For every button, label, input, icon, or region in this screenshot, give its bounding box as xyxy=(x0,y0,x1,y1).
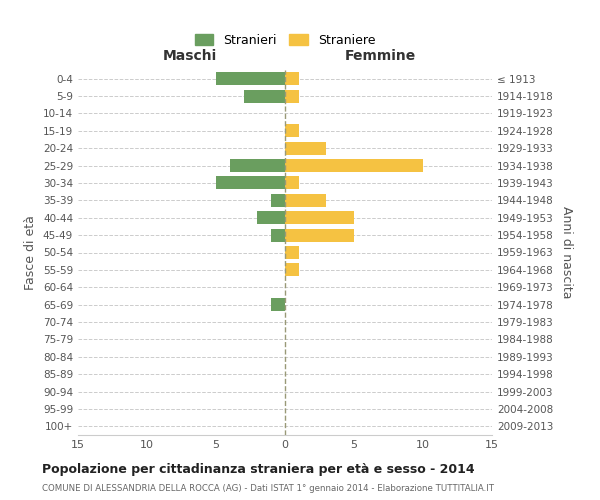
Bar xyxy=(285,211,354,224)
Bar xyxy=(285,142,326,154)
Y-axis label: Anni di nascita: Anni di nascita xyxy=(560,206,573,298)
Legend: Stranieri, Straniere: Stranieri, Straniere xyxy=(190,29,380,52)
Text: COMUNE DI ALESSANDRIA DELLA ROCCA (AG) - Dati ISTAT 1° gennaio 2014 - Elaborazio: COMUNE DI ALESSANDRIA DELLA ROCCA (AG) -… xyxy=(42,484,494,493)
Bar xyxy=(244,90,285,102)
Bar xyxy=(285,72,299,85)
Text: Femmine: Femmine xyxy=(344,48,416,62)
Bar xyxy=(257,211,285,224)
Bar xyxy=(285,194,326,207)
Text: Maschi: Maschi xyxy=(163,48,217,62)
Bar xyxy=(285,228,354,241)
Bar xyxy=(285,124,299,138)
Bar xyxy=(285,264,299,276)
Bar xyxy=(271,228,285,241)
Bar xyxy=(271,194,285,207)
Bar xyxy=(216,72,285,85)
Bar xyxy=(216,176,285,190)
Bar xyxy=(285,90,299,102)
Bar xyxy=(271,298,285,311)
Bar xyxy=(285,159,423,172)
Y-axis label: Fasce di età: Fasce di età xyxy=(25,215,37,290)
Bar xyxy=(285,246,299,259)
Bar xyxy=(230,159,285,172)
Text: Popolazione per cittadinanza straniera per età e sesso - 2014: Popolazione per cittadinanza straniera p… xyxy=(42,462,475,475)
Bar xyxy=(285,176,299,190)
